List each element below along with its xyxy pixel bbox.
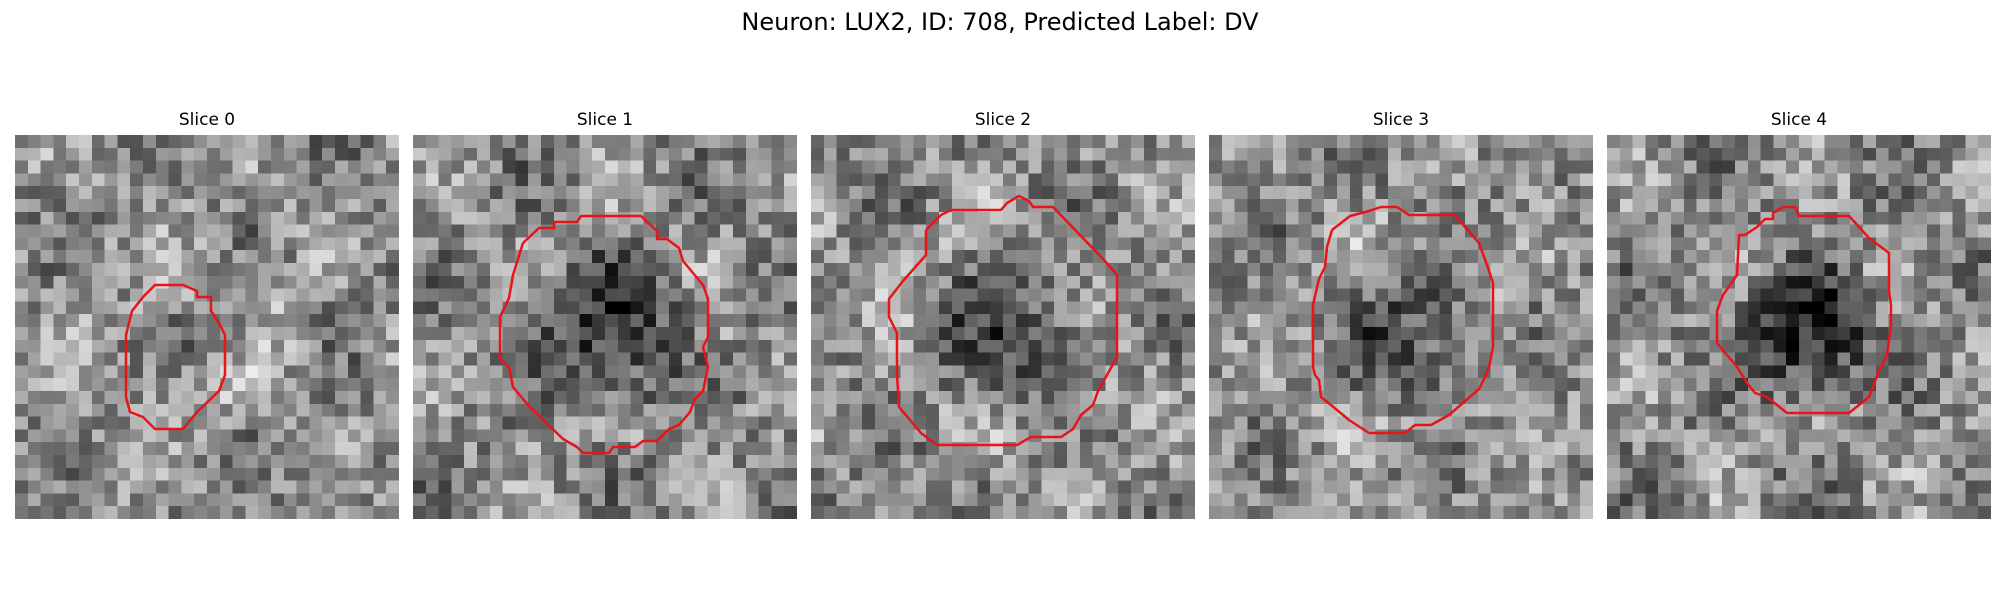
slice-panel-2: Slice 2 xyxy=(811,108,1195,519)
slice-image xyxy=(1607,135,1991,519)
slice-panel-4: Slice 4 xyxy=(1607,108,1991,519)
slice-title: Slice 2 xyxy=(974,110,1032,130)
figure-title: Neuron: LUX2, ID: 708, Predicted Label: … xyxy=(741,8,1259,36)
slice-title: Slice 1 xyxy=(576,110,634,130)
roi-contour xyxy=(498,214,710,455)
roi-contour xyxy=(1311,205,1495,435)
slice-image xyxy=(811,135,1195,519)
slice-title: Slice 4 xyxy=(1770,110,1828,130)
slice-title: Slice 3 xyxy=(1372,110,1430,130)
roi-contour xyxy=(1715,205,1893,415)
slice-image xyxy=(1209,135,1593,519)
slice-title: Slice 0 xyxy=(178,110,236,130)
slice-panel-0: Slice 0 xyxy=(15,108,399,519)
slice-image xyxy=(413,135,797,519)
roi-contour xyxy=(887,194,1119,447)
slice-panel-3: Slice 3 xyxy=(1209,108,1593,519)
slice-image xyxy=(15,135,399,519)
slice-panel-1: Slice 1 xyxy=(413,108,797,519)
roi-contour xyxy=(124,283,227,431)
